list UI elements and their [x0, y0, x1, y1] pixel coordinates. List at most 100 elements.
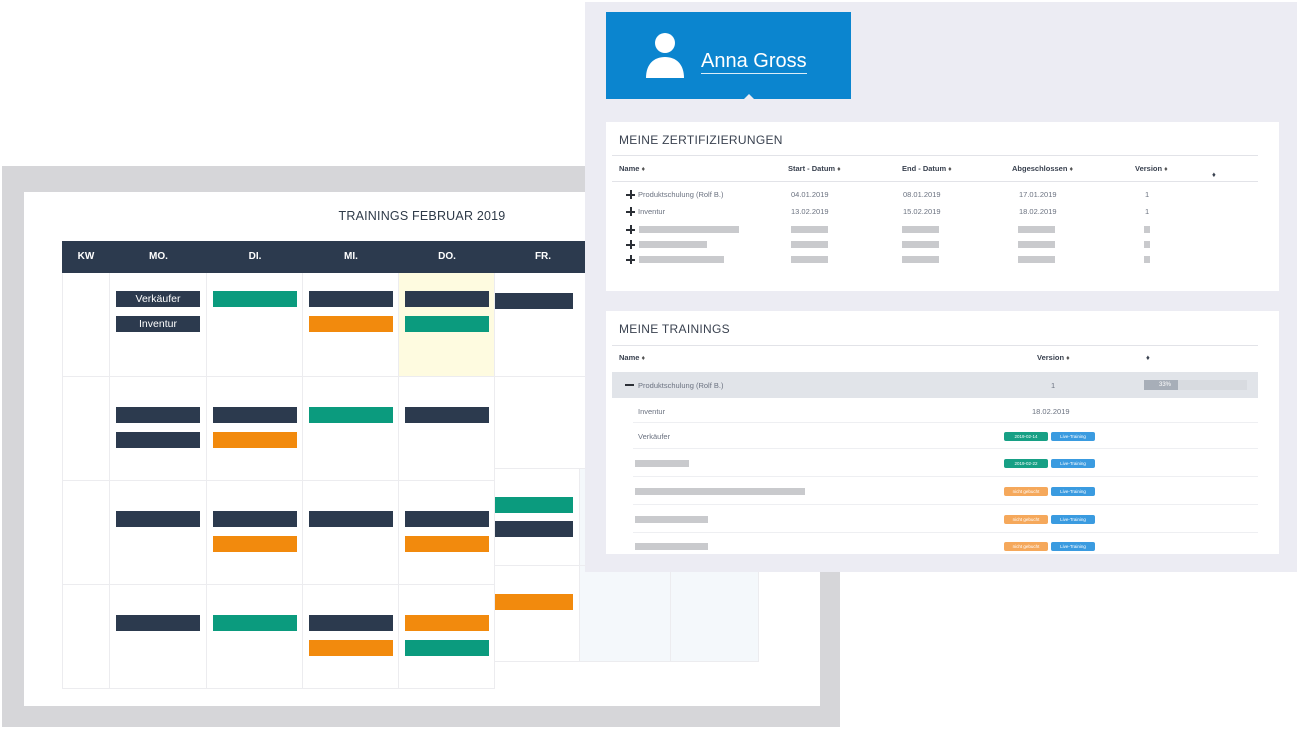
day-cell[interactable] [303, 377, 399, 481]
col-start-header[interactable]: Start - Datum ♦ [788, 164, 841, 173]
event-bar[interactable] [405, 511, 489, 527]
status-badge[interactable]: nicht gebucht [1004, 487, 1048, 496]
event-bar[interactable] [213, 536, 297, 552]
day-cell[interactable] [303, 481, 399, 585]
col-name-header[interactable]: Name ♦ [619, 164, 645, 173]
event-bar[interactable] [405, 536, 489, 552]
event-bar[interactable] [116, 407, 200, 423]
placeholder-bar [1018, 241, 1055, 248]
kw-cell [62, 585, 110, 689]
col-done-label: Abgeschlossen [1012, 164, 1068, 173]
event-bar[interactable] [495, 594, 573, 610]
event-bar[interactable] [495, 521, 573, 537]
col-version-label: Version [1037, 353, 1065, 362]
day-cell[interactable] [671, 566, 759, 662]
divider [612, 181, 1258, 182]
type-badge[interactable]: Live-Training [1051, 542, 1095, 551]
event-bar[interactable] [495, 293, 573, 309]
day-cell[interactable] [580, 566, 671, 662]
day-cell[interactable] [110, 481, 207, 585]
event-bar[interactable] [309, 511, 393, 527]
trainings-title: MEINE TRAININGS [619, 322, 730, 336]
day-cell[interactable] [495, 273, 591, 377]
event-bar[interactable] [309, 291, 393, 307]
event-bar[interactable] [213, 615, 297, 631]
placeholder-bar [902, 241, 939, 248]
status-badge[interactable]: nicht gebucht [1004, 515, 1048, 524]
sort-icon[interactable]: ♦ [1146, 353, 1150, 362]
day-cell[interactable] [110, 377, 207, 481]
day-cell[interactable] [207, 585, 303, 689]
col-name-header[interactable]: Name ♦ [619, 353, 645, 362]
placeholder-bar [635, 488, 805, 495]
status-badge[interactable]: nicht gebucht [1004, 542, 1048, 551]
event-bar[interactable] [116, 432, 200, 448]
event-bar[interactable] [405, 407, 489, 423]
placeholder-bar [1144, 226, 1150, 233]
event-bar[interactable] [213, 432, 297, 448]
day-cell[interactable] [207, 481, 303, 585]
col-version-header[interactable]: Version ♦ [1037, 353, 1070, 362]
event-bar[interactable] [309, 316, 393, 332]
day-cell[interactable] [495, 377, 591, 469]
calendar-title: TRAININGS FEBRUAR 2019 [338, 209, 506, 223]
placeholder-bar [1018, 226, 1055, 233]
day-cell[interactable] [495, 566, 580, 662]
profile-name[interactable]: Anna Gross [701, 50, 807, 74]
header-monday: MO. [149, 251, 168, 262]
event-bar[interactable] [405, 615, 489, 631]
col-done-header[interactable]: Abgeschlossen ♦ [1012, 164, 1073, 173]
type-badge[interactable]: Live-Training [1051, 487, 1095, 496]
event-bar[interactable] [405, 316, 489, 332]
day-cell[interactable] [399, 481, 495, 585]
day-cell[interactable] [495, 469, 580, 566]
day-cell[interactable] [399, 377, 495, 481]
day-cell[interactable] [399, 585, 495, 689]
day-cell[interactable] [207, 377, 303, 481]
col-version-header[interactable]: Version ♦ [1135, 164, 1168, 173]
expand-plus-icon[interactable] [626, 240, 635, 249]
event-bar[interactable] [405, 640, 489, 656]
header-friday: FR. [534, 251, 552, 262]
type-badge[interactable]: Live-Training [1051, 459, 1095, 468]
event-bar[interactable] [116, 511, 200, 527]
event-inventur[interactable]: Inventur [116, 316, 200, 332]
event-bar[interactable] [213, 511, 297, 527]
sort-icon: ♦ [641, 166, 646, 173]
trainings-card: MEINE TRAININGS Name ♦ Version ♦ ♦ Produkt… [606, 311, 1279, 554]
type-badge[interactable]: Live-Training [1051, 515, 1095, 524]
date-badge[interactable]: 2019-02-14 [1004, 432, 1048, 441]
col-end-label: End - Datum [902, 164, 947, 173]
training-child-name: Inventur [638, 407, 666, 416]
expand-plus-icon[interactable] [626, 207, 635, 216]
day-cell[interactable] [110, 585, 207, 689]
event-verkaeufer[interactable]: Verkäufer [116, 291, 200, 307]
event-bar[interactable] [405, 291, 489, 307]
placeholder-bar [902, 226, 939, 233]
event-bar[interactable] [213, 291, 297, 307]
event-bar[interactable] [309, 640, 393, 656]
progress-fill [1144, 380, 1178, 390]
event-bar[interactable] [309, 615, 393, 631]
collapse-minus-icon[interactable] [625, 380, 634, 389]
event-bar[interactable] [309, 407, 393, 423]
header-thursday: DO. [438, 251, 456, 262]
type-badge[interactable]: Live-Training [1051, 432, 1095, 441]
cert-end-date: 15.02.2019 [903, 207, 941, 216]
col-end-header[interactable]: End - Datum ♦ [902, 164, 952, 173]
event-bar[interactable] [116, 615, 200, 631]
day-cell[interactable] [207, 273, 303, 377]
row-divider [633, 422, 1258, 423]
date-badge[interactable]: 2019-02-22 [1004, 459, 1048, 468]
row-divider [633, 532, 1258, 533]
event-bar[interactable] [495, 497, 573, 513]
expand-plus-icon[interactable] [626, 225, 635, 234]
sort-icon[interactable]: ♦ [1212, 170, 1216, 179]
expand-plus-icon[interactable] [626, 190, 635, 199]
expand-plus-icon[interactable] [626, 255, 635, 264]
event-bar[interactable] [213, 407, 297, 423]
cert-version: 1 [1145, 190, 1150, 199]
kw-cell [62, 481, 110, 585]
profile-banner: Anna Gross [606, 12, 851, 109]
day-cell[interactable] [303, 585, 399, 689]
